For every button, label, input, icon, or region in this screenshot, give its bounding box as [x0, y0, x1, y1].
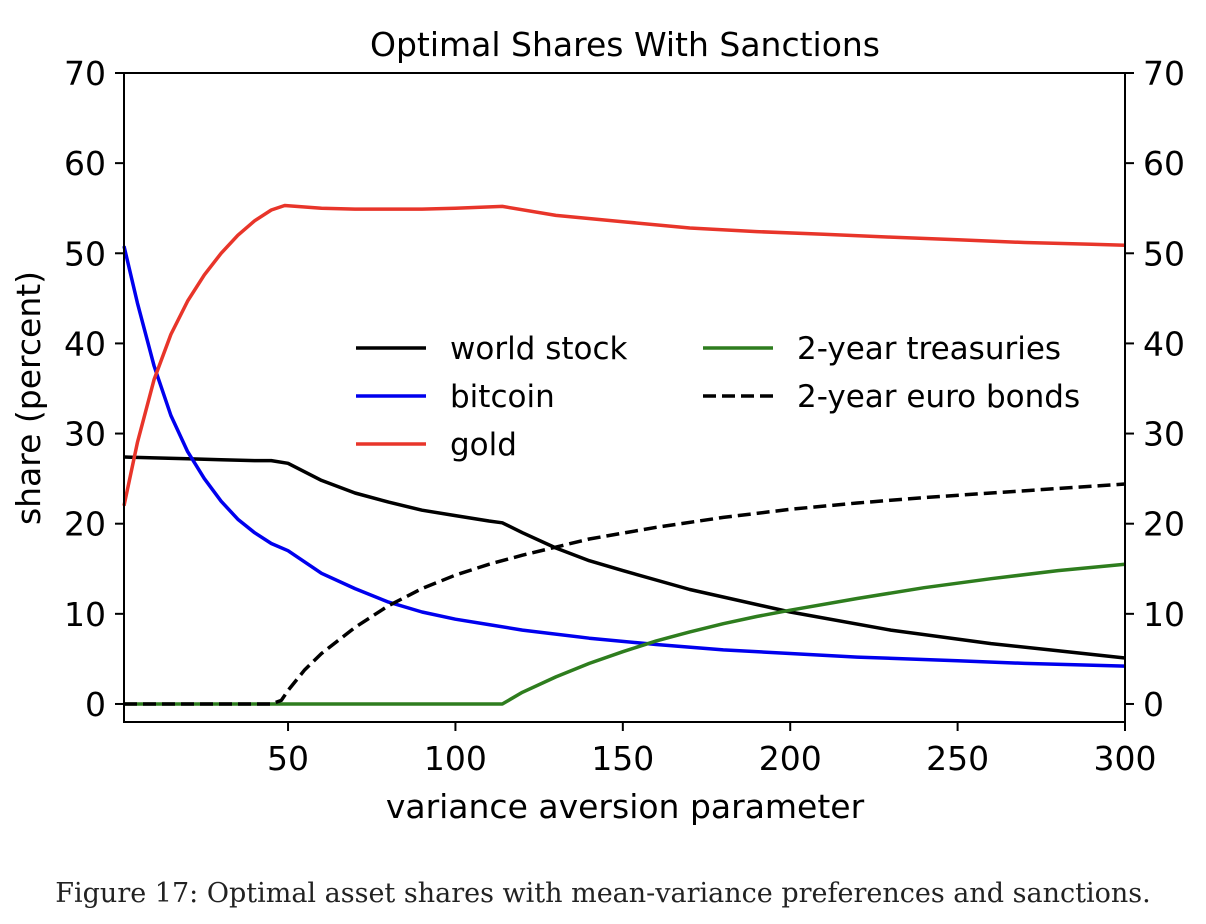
axis-ticks: 50 100 150 200 250 300 0 0 10 10 20 20 30 30 40 40 50 50 6… [64, 54, 1185, 778]
legend-label-world-stock: world stock [450, 331, 628, 367]
y-tick-label-left: 20 [64, 505, 106, 544]
y-tick-label-left: 10 [64, 595, 106, 634]
x-tick-label: 300 [1094, 739, 1157, 778]
legend-label-2-year-treasuries: 2-year treasuries [797, 331, 1061, 367]
series-line-world-stock [123, 455, 1126, 660]
y-axis-label: share (percent) [9, 271, 48, 525]
y-tick-label-right: 10 [1143, 595, 1185, 634]
series-line-bitcoin [122, 245, 1126, 668]
y-tick-label-right: 60 [1143, 144, 1185, 183]
y-tick-label-left: 70 [64, 54, 106, 93]
plot-frame [123, 72, 1126, 723]
y-tick-label-right: 50 [1143, 234, 1185, 273]
y-tick-label-left: 30 [64, 415, 106, 454]
figure-caption: Figure 17: Optimal asset shares with mea… [55, 878, 1151, 909]
series-lines [122, 203, 1126, 706]
y-tick-label-right: 0 [1143, 685, 1164, 724]
x-tick-label: 50 [267, 739, 309, 778]
series-line-2-year-euro-bonds [124, 482, 1126, 706]
y-tick-label-right: 20 [1143, 505, 1185, 544]
y-tick-label-left: 0 [85, 685, 106, 724]
legend-label-bitcoin: bitcoin [450, 379, 555, 415]
y-tick-label-right: 70 [1143, 54, 1185, 93]
x-axis-label: variance aversion parameter [386, 787, 865, 826]
y-tick-label-left: 60 [64, 144, 106, 183]
legend-label-gold: gold [450, 427, 517, 463]
legend: world stock bitcoin gold 2-year treasuries 2… [356, 331, 1080, 463]
chart-title: Optimal Shares With Sanctions [370, 25, 880, 64]
x-tick-label: 150 [591, 739, 654, 778]
y-tick-label-left: 50 [64, 234, 106, 273]
y-tick-label-right: 40 [1143, 324, 1185, 363]
x-tick-label: 100 [424, 739, 487, 778]
series-line-gold [122, 203, 1126, 507]
x-tick-label: 200 [759, 739, 822, 778]
y-tick-label-right: 30 [1143, 415, 1185, 454]
legend-label-2-year-euro-bonds: 2-year euro bonds [797, 379, 1080, 415]
x-tick-label: 250 [926, 739, 989, 778]
chart: Optimal Shares With Sanctions 50 100 150 20… [9, 25, 1185, 826]
y-tick-label-left: 40 [64, 324, 106, 363]
series-line-2-year-treasuries [124, 562, 1126, 706]
